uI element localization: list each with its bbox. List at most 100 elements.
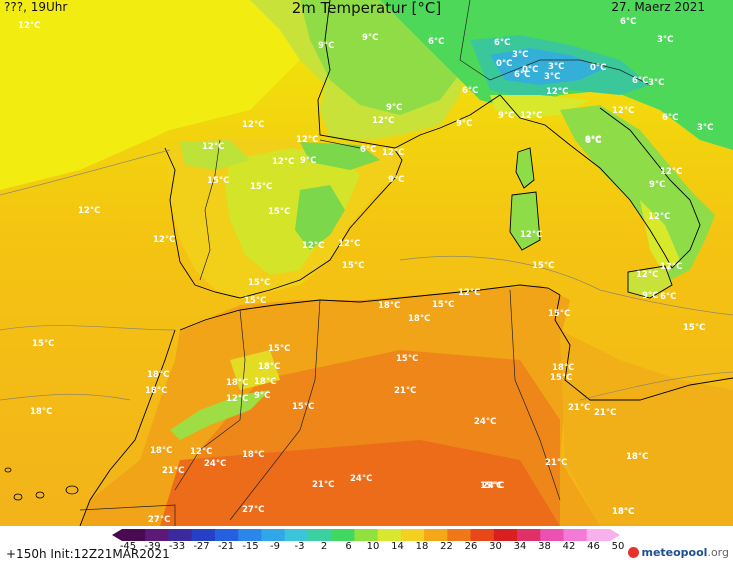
temperature-label: 9°C <box>498 111 514 121</box>
legend-max-arrow <box>610 529 620 541</box>
temperature-label: 0°C <box>590 63 606 73</box>
temperature-label: 24°C <box>474 417 496 427</box>
temperature-label: 0°C <box>496 59 512 69</box>
legend-tick: 46 <box>587 541 600 552</box>
legend-tick: 38 <box>538 541 551 552</box>
temperature-label: 6°C <box>585 136 601 146</box>
temperature-label: 18°C <box>408 314 430 324</box>
alps-blue <box>490 48 605 85</box>
temperature-label: 12°C <box>636 270 658 280</box>
temperature-label: 12°C <box>226 394 248 404</box>
temperature-label: 6°C <box>428 37 444 47</box>
temperature-label: 3°C <box>548 62 564 72</box>
temperature-label: 27°C <box>242 505 264 515</box>
temperature-label: 18°C <box>612 507 634 517</box>
legend-tick: 2 <box>320 541 328 552</box>
logo-suffix: .org <box>707 546 729 559</box>
meteopool-logo[interactable]: meteopool.org <box>628 546 729 559</box>
temperature-label: 18°C <box>147 370 169 380</box>
temperature-label: 18°C <box>145 386 167 396</box>
temperature-label: 3°C <box>697 123 713 133</box>
temperature-label: 9°C <box>456 119 472 129</box>
temperature-label: 15°C <box>683 323 705 333</box>
legend-tick: -3 <box>294 541 305 552</box>
temperature-label: 12°C <box>242 120 264 130</box>
atlantic-yellow-zone <box>0 0 300 190</box>
temperature-label: 12°C <box>153 235 175 245</box>
temperature-label: 12°C <box>78 206 100 216</box>
atlas-green <box>170 390 270 440</box>
temperature-label: 6°C <box>662 113 678 123</box>
legend-tick: 42 <box>562 541 576 552</box>
legend-swatch <box>191 529 216 541</box>
temperature-label: 9°C <box>388 175 404 185</box>
legend-tick: 6 <box>345 541 352 552</box>
legend-swatch <box>563 529 588 541</box>
temperature-label: 15°C <box>268 207 290 217</box>
temperature-label: 9°C <box>254 391 270 401</box>
legend-swatch <box>586 529 611 541</box>
logo-icon <box>628 547 640 558</box>
temperature-label: 24°C <box>482 481 504 491</box>
legend-swatch <box>493 529 518 541</box>
legend-tick: 22 <box>440 541 453 552</box>
temperature-label: 12°C <box>382 148 404 158</box>
legend-min-arrow <box>112 529 122 541</box>
temperature-label: 18°C <box>30 407 52 417</box>
temperature-label: 15°C <box>532 261 554 271</box>
temperature-label: 12°C <box>296 135 318 145</box>
legend-swatch <box>540 529 565 541</box>
temperature-label: 12°C <box>612 106 634 116</box>
temperature-label: 6°C <box>660 292 676 302</box>
temperature-label: 12°C <box>272 157 294 167</box>
temperature-labels: 12°C9°C9°C 6°C 6°C6°C3°C3°C3°C0°C6°C 3°C0°C… <box>18 17 713 525</box>
temperature-label: 12°C <box>190 447 212 457</box>
temperature-label: 6°C <box>360 145 376 155</box>
iberia-inland-green <box>225 148 360 275</box>
temperature-label: 15°C <box>207 176 229 186</box>
temperature-label: 12°C <box>302 241 324 251</box>
temperature-label: 24°C <box>204 459 226 469</box>
temperature-label: 3°C <box>657 35 673 45</box>
legend-tick: 34 <box>513 541 527 552</box>
temperature-label: 12°C <box>372 116 394 126</box>
country-borders <box>79 0 651 526</box>
legend-swatch <box>307 529 332 541</box>
atlas-yellow <box>230 350 280 390</box>
temperature-label: 15°C <box>342 261 364 271</box>
temperature-label: 18°C <box>612 507 634 517</box>
italy-land <box>560 105 715 280</box>
temperature-label: 21°C <box>594 408 616 418</box>
temperature-label: 15°C <box>548 309 570 319</box>
temperature-label: 15°C <box>396 354 418 364</box>
legend-swatch <box>424 529 448 541</box>
temperature-label: 12°C <box>202 142 224 152</box>
isotherms <box>0 149 733 401</box>
legend-tick: -39 <box>144 541 161 552</box>
temperature-label: 21°C <box>568 403 590 413</box>
temperature-label: 15°C <box>480 481 502 491</box>
temperature-label: 18°C <box>226 378 248 388</box>
legend-tick: -45 <box>119 541 137 552</box>
temperature-label: 6°C <box>632 76 648 86</box>
map-title: 2m Temperatur [°C] <box>291 0 442 17</box>
temperature-label: 3°C <box>648 78 664 88</box>
legend-swatch <box>400 529 425 541</box>
legend-swatch <box>331 529 355 541</box>
temperature-label: 18°C <box>626 452 648 462</box>
legend-tick: -15 <box>242 541 259 552</box>
logo-name: meteopool <box>641 546 708 559</box>
header-date: 27. Maerz 2021 <box>611 0 705 14</box>
temperature-label: 15°C <box>248 278 270 288</box>
header-time: ???, 19Uhr <box>4 0 68 14</box>
coastlines <box>79 0 733 526</box>
temperature-label: 9°C <box>362 33 378 43</box>
legend-tick: -33 <box>168 541 186 552</box>
legend-tick: 50 <box>611 541 625 552</box>
legend-swatch <box>447 529 472 541</box>
temperature-label: 9°C <box>649 180 665 190</box>
legend-tick: 26 <box>464 541 478 552</box>
legend-swatch <box>517 529 541 541</box>
temperature-label: 12°C <box>338 239 360 249</box>
